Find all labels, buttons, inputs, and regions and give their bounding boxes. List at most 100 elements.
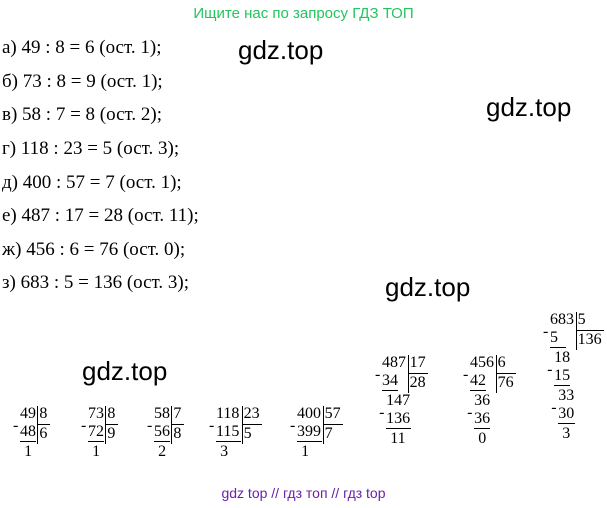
subtraction-line xyxy=(20,441,37,442)
minus-sign: - xyxy=(543,323,549,340)
division-bar xyxy=(105,406,107,444)
divisor-underline xyxy=(241,424,262,425)
quotient: 28 xyxy=(409,374,426,391)
division-bar xyxy=(171,406,173,444)
remainder: 1 xyxy=(92,443,101,460)
subtraction-line xyxy=(470,390,487,391)
subtrahend: 72 xyxy=(88,423,104,440)
minus-sign: - xyxy=(13,417,19,434)
remainder: 0 xyxy=(478,430,487,447)
division-bar xyxy=(241,406,243,444)
answer-line-a: а) 49 : 8 = 6 (ост. 1); xyxy=(2,37,162,58)
quotient: 8 xyxy=(173,425,182,442)
minus-sign: - xyxy=(375,366,381,383)
divisor-underline xyxy=(575,330,605,331)
division-bar xyxy=(322,406,324,444)
minus-sign: - xyxy=(551,399,557,416)
minus-sign: - xyxy=(209,417,215,434)
subtrahend: 399 xyxy=(297,423,321,440)
division-bar xyxy=(407,355,409,393)
divisor: 7 xyxy=(173,405,182,422)
quotient: 9 xyxy=(107,425,116,442)
subtrahend: 136 xyxy=(386,410,411,427)
divisor: 17 xyxy=(409,354,426,371)
watermark: gdz.top xyxy=(385,272,471,302)
subtrahend: 34 xyxy=(382,372,398,389)
subtraction-line xyxy=(154,441,171,442)
divisor-underline xyxy=(105,424,118,425)
dividend: 118 xyxy=(216,405,240,422)
remainder: 3 xyxy=(562,425,571,442)
divisor: 5 xyxy=(577,311,586,328)
subtraction-line xyxy=(474,428,491,429)
answer-line-b: б) 73 : 8 = 9 (ост. 1); xyxy=(2,71,163,92)
subtraction-line xyxy=(558,423,575,424)
answer-line-e: е) 487 : 17 = 28 (ост. 11); xyxy=(2,205,199,226)
minus-sign: - xyxy=(81,417,87,434)
division-bar xyxy=(575,312,577,350)
subtrahend: 48 xyxy=(20,423,36,440)
subtraction-line xyxy=(550,347,567,348)
remainder: 1 xyxy=(24,443,33,460)
quotient: 136 xyxy=(577,331,602,348)
division-bar xyxy=(37,406,39,444)
divisor: 57 xyxy=(324,405,341,422)
divisor: 8 xyxy=(107,405,116,422)
watermark: gdz.top xyxy=(82,356,168,386)
subtrahend: 30 xyxy=(558,405,575,422)
remainder: 147 xyxy=(386,392,411,409)
remainder: 33 xyxy=(558,387,575,404)
header-banner: Ищите нас по запросу ГДЗ ТОП xyxy=(193,5,414,22)
subtrahend: 115 xyxy=(216,423,240,440)
dividend: 73 xyxy=(88,405,104,422)
dividend: 487 xyxy=(382,354,406,371)
quotient: 76 xyxy=(497,374,514,391)
divisor-underline xyxy=(171,424,184,425)
subtrahend: 5 xyxy=(550,329,558,346)
answer-line-zh: ж) 456 : 6 = 76 (ост. 0); xyxy=(2,239,186,260)
watermark: gdz.top xyxy=(238,35,324,65)
answer-line-d: д) 400 : 57 = 7 (ост. 1); xyxy=(2,172,182,193)
minus-sign: - xyxy=(290,417,296,434)
remainder: 11 xyxy=(390,430,406,447)
remainder: 1 xyxy=(301,443,310,460)
quotient: 5 xyxy=(243,425,252,442)
minus-sign: - xyxy=(379,404,385,421)
divisor-underline xyxy=(407,373,428,374)
footer-links: gdz top // гдз топ // гдз top xyxy=(221,485,386,501)
divisor: 23 xyxy=(243,405,260,422)
answer-line-g: г) 118 : 23 = 5 (ост. 3); xyxy=(2,138,180,159)
remainder: 3 xyxy=(220,443,229,460)
divisor-underline xyxy=(322,424,343,425)
subtraction-line xyxy=(216,441,241,442)
watermark: gdz.top xyxy=(486,92,572,122)
answer-line-v: в) 58 : 7 = 8 (ост. 2); xyxy=(2,104,163,125)
divisor: 8 xyxy=(39,405,48,422)
dividend: 49 xyxy=(20,405,36,422)
quotient: 6 xyxy=(39,425,48,442)
subtraction-line xyxy=(382,390,399,391)
dividend: 456 xyxy=(470,354,494,371)
subtrahend: 56 xyxy=(154,423,170,440)
minus-sign: - xyxy=(467,404,473,421)
remainder: 36 xyxy=(474,392,491,409)
subtraction-line xyxy=(554,385,571,386)
subtraction-line xyxy=(386,428,411,429)
divisor-underline xyxy=(495,373,516,374)
subtrahend: 36 xyxy=(474,410,491,427)
subtrahend: 15 xyxy=(554,367,571,384)
subtrahend: 42 xyxy=(470,372,486,389)
remainder: 2 xyxy=(158,443,167,460)
dividend: 683 xyxy=(550,311,574,328)
quotient: 7 xyxy=(324,425,333,442)
subtraction-line xyxy=(88,441,105,442)
dividend: 58 xyxy=(154,405,170,422)
minus-sign: - xyxy=(463,366,469,383)
division-bar xyxy=(495,355,497,393)
answer-line-z: з) 683 : 5 = 136 (ост. 3); xyxy=(2,272,190,293)
subtraction-line xyxy=(297,441,322,442)
divisor: 6 xyxy=(497,354,506,371)
minus-sign: - xyxy=(547,361,553,378)
divisor-underline xyxy=(37,424,50,425)
minus-sign: - xyxy=(147,417,153,434)
